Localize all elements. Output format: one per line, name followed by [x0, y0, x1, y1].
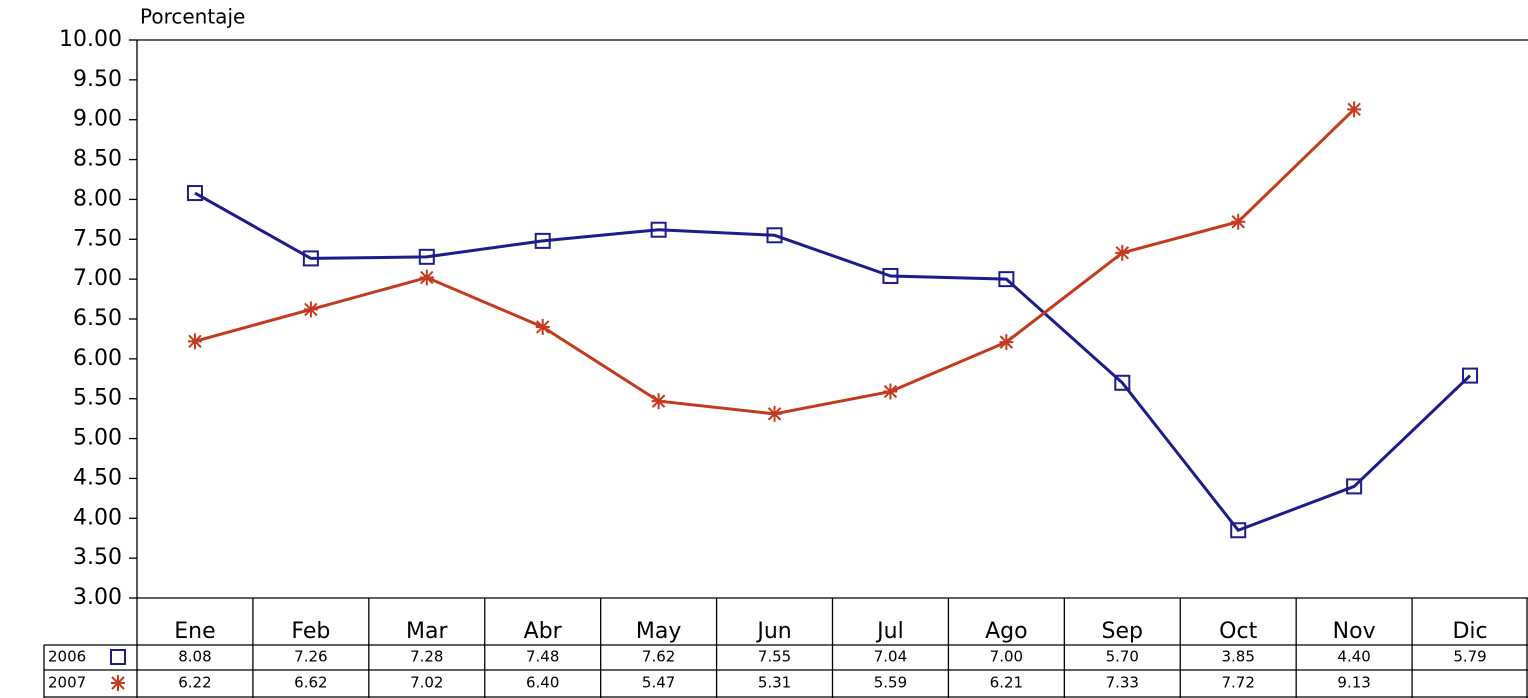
y-tick-label: 9.50 [73, 67, 122, 92]
y-tick-label: 10.00 [59, 27, 122, 52]
data-point [767, 405, 782, 422]
data-point [302, 250, 319, 267]
y-tick-label: 8.00 [73, 186, 122, 211]
y-tick-label: 8.50 [73, 147, 122, 172]
y-axis-label: Porcentaje [140, 5, 245, 29]
data-point [999, 334, 1014, 351]
table-value: 6.40 [526, 674, 559, 692]
data-point [1347, 101, 1362, 118]
table-value: 7.55 [758, 648, 791, 666]
x-tick-label: Abr [524, 619, 563, 644]
data-point [883, 383, 898, 400]
table-value: 7.04 [874, 648, 907, 666]
data-point [418, 248, 435, 265]
y-tick-label: 4.00 [73, 505, 122, 530]
table-value: 5.47 [642, 674, 675, 692]
data-point [998, 271, 1015, 288]
table-value: 4.40 [1337, 648, 1370, 666]
y-tick-label: 6.50 [73, 306, 122, 331]
y-tick-label: 4.50 [73, 465, 122, 490]
table-value: 7.00 [990, 648, 1023, 666]
data-point [303, 301, 318, 318]
table-value: 3.85 [1222, 648, 1255, 666]
table-value: 6.21 [990, 674, 1023, 692]
series-line [194, 108, 1356, 416]
table-value: 7.33 [1106, 674, 1139, 692]
data-point [650, 221, 667, 238]
x-tick-label: Nov [1333, 619, 1376, 644]
table-value: 7.02 [410, 674, 443, 692]
y-tick-label: 9.00 [73, 107, 122, 132]
legend-label: 2007 [48, 674, 86, 692]
table-value: 5.70 [1106, 648, 1139, 666]
data-point [1346, 478, 1363, 495]
data-point [419, 269, 434, 286]
legend-marker [110, 649, 126, 665]
y-tick-label: 7.00 [73, 266, 122, 291]
table-value: 7.62 [642, 648, 675, 666]
x-tick-label: May [636, 619, 681, 644]
y-tick-label: 6.00 [73, 346, 122, 371]
x-tick-label: Jun [755, 619, 791, 644]
y-tick-label: 7.50 [73, 226, 122, 251]
data-point [1231, 213, 1246, 230]
data-point [1115, 244, 1130, 261]
series-line [194, 191, 1472, 533]
table-value: 6.62 [294, 674, 327, 692]
table-value: 5.31 [758, 674, 791, 692]
x-tick-label: Ago [985, 619, 1027, 644]
y-tick-label: 3.50 [73, 545, 122, 570]
table-value: 8.08 [178, 648, 211, 666]
table-value: 5.59 [874, 674, 907, 692]
table-value: 7.28 [410, 648, 443, 666]
x-tick-label: Feb [291, 619, 330, 644]
table-value: 6.22 [178, 674, 211, 692]
data-point [1114, 374, 1131, 391]
x-tick-label: Jul [875, 619, 904, 644]
data-point [1462, 367, 1479, 384]
data-point [186, 185, 203, 202]
y-tick-label: 5.50 [73, 386, 122, 411]
x-tick-label: Sep [1102, 619, 1143, 644]
data-point [535, 318, 550, 335]
y-tick-label: 5.00 [73, 426, 122, 451]
data-point [534, 232, 551, 249]
legend-marker [111, 675, 125, 691]
data-point [766, 227, 783, 244]
data-point [1230, 522, 1247, 539]
table-value: 7.72 [1222, 674, 1255, 692]
legend-label: 2006 [48, 648, 86, 666]
data-point [651, 393, 666, 410]
table-value: 9.13 [1337, 674, 1370, 692]
data-point [187, 333, 202, 350]
x-tick-label: Ene [174, 619, 215, 644]
table-value: 7.48 [526, 648, 559, 666]
table-value: 7.26 [294, 648, 327, 666]
data-point [882, 267, 899, 284]
y-tick-label: 3.00 [73, 585, 122, 610]
table-value: 5.79 [1453, 648, 1486, 666]
x-tick-label: Mar [406, 619, 448, 644]
x-tick-label: Oct [1219, 619, 1257, 644]
x-tick-label: Dic [1452, 619, 1487, 644]
